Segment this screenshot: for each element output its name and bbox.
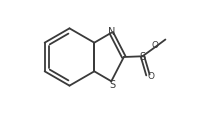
Text: O: O — [152, 40, 159, 49]
Text: O: O — [147, 72, 154, 81]
Text: S: S — [140, 52, 146, 62]
Text: S: S — [109, 79, 116, 89]
Text: N: N — [108, 27, 116, 37]
